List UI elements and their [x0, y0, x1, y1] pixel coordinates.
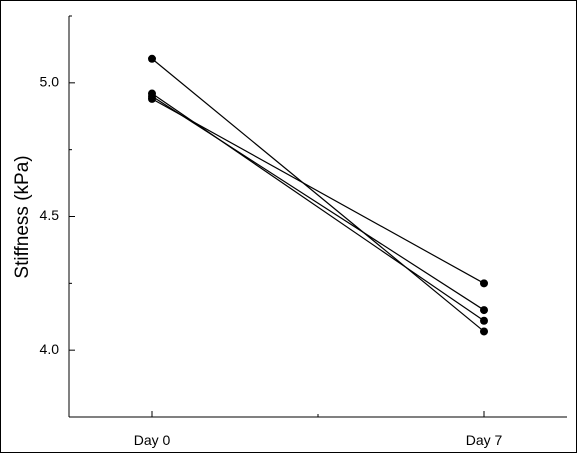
y-tick-label: 4.0 — [40, 341, 60, 357]
y-tick-label: 4.5 — [40, 207, 60, 223]
y-tick-label: 5.0 — [40, 74, 60, 90]
series-group — [148, 54, 488, 336]
series-line — [151, 58, 485, 332]
data-point — [148, 54, 156, 63]
data-point — [480, 316, 488, 325]
data-point — [480, 279, 488, 288]
axes — [68, 16, 567, 418]
x-ticks: Day 0 Day 7 — [134, 411, 503, 448]
series-line — [151, 95, 485, 311]
series-line — [151, 98, 485, 284]
data-point — [148, 94, 156, 103]
series-1 — [148, 54, 488, 336]
data-point — [480, 306, 488, 315]
y-ticks: 4.0 4.5 5.0 — [40, 15, 75, 418]
y-axis-label: Stiffness (kPa) — [12, 155, 33, 278]
x-tick-label: Day 0 — [134, 432, 171, 448]
data-point — [480, 327, 488, 336]
x-tick-label: Day 7 — [466, 432, 503, 448]
series-4 — [148, 94, 488, 288]
